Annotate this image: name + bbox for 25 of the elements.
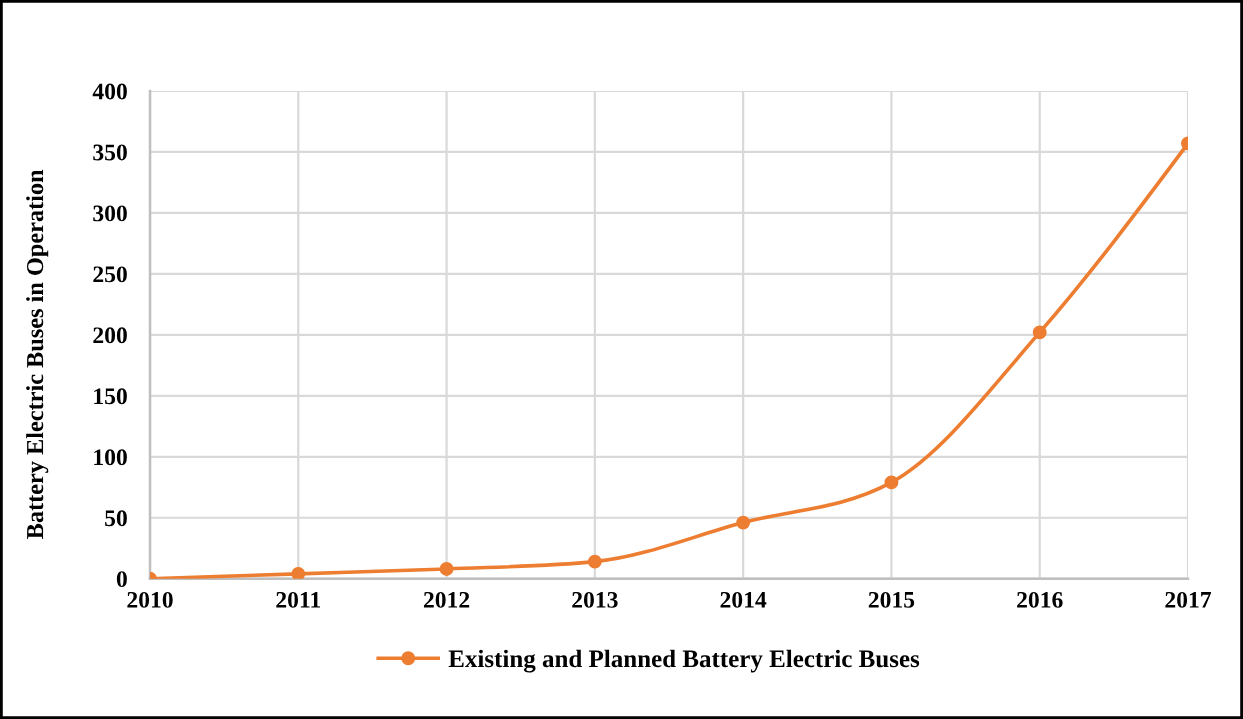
- point: [1032, 325, 1047, 340]
- point: [587, 554, 602, 569]
- x-tick-label: 2013: [572, 591, 618, 608]
- y-tick-label: 50: [105, 510, 127, 527]
- x-tick-label: 2010: [127, 591, 173, 608]
- x-tick-label: 2017: [1165, 591, 1212, 608]
- point: [439, 562, 454, 576]
- legend-label: Existing and Planned Battery Electric Buses: [448, 649, 920, 673]
- y-tick-label: 200: [93, 327, 127, 344]
- y-tick-label: 0: [116, 571, 127, 588]
- x-tick-label: 2011: [276, 591, 321, 608]
- x-tick-label: 2012: [423, 591, 470, 608]
- y-axis-title: Battery Electric Buses in Operation: [26, 169, 49, 539]
- y-tick-label: 300: [93, 205, 127, 222]
- x-tick-label: 2014: [720, 591, 767, 608]
- y-tick-label: 350: [93, 144, 127, 161]
- point: [736, 515, 751, 530]
- point: [291, 566, 306, 579]
- y-tick-label: 150: [94, 388, 127, 405]
- x-tick-label: 2015: [868, 591, 915, 608]
- y-tick-label: 100: [94, 449, 127, 466]
- y-tick-label: 400: [92, 83, 127, 100]
- y-tick-label: 250: [93, 266, 127, 283]
- x-tick-label: 2016: [1017, 591, 1063, 608]
- point: [884, 475, 899, 490]
